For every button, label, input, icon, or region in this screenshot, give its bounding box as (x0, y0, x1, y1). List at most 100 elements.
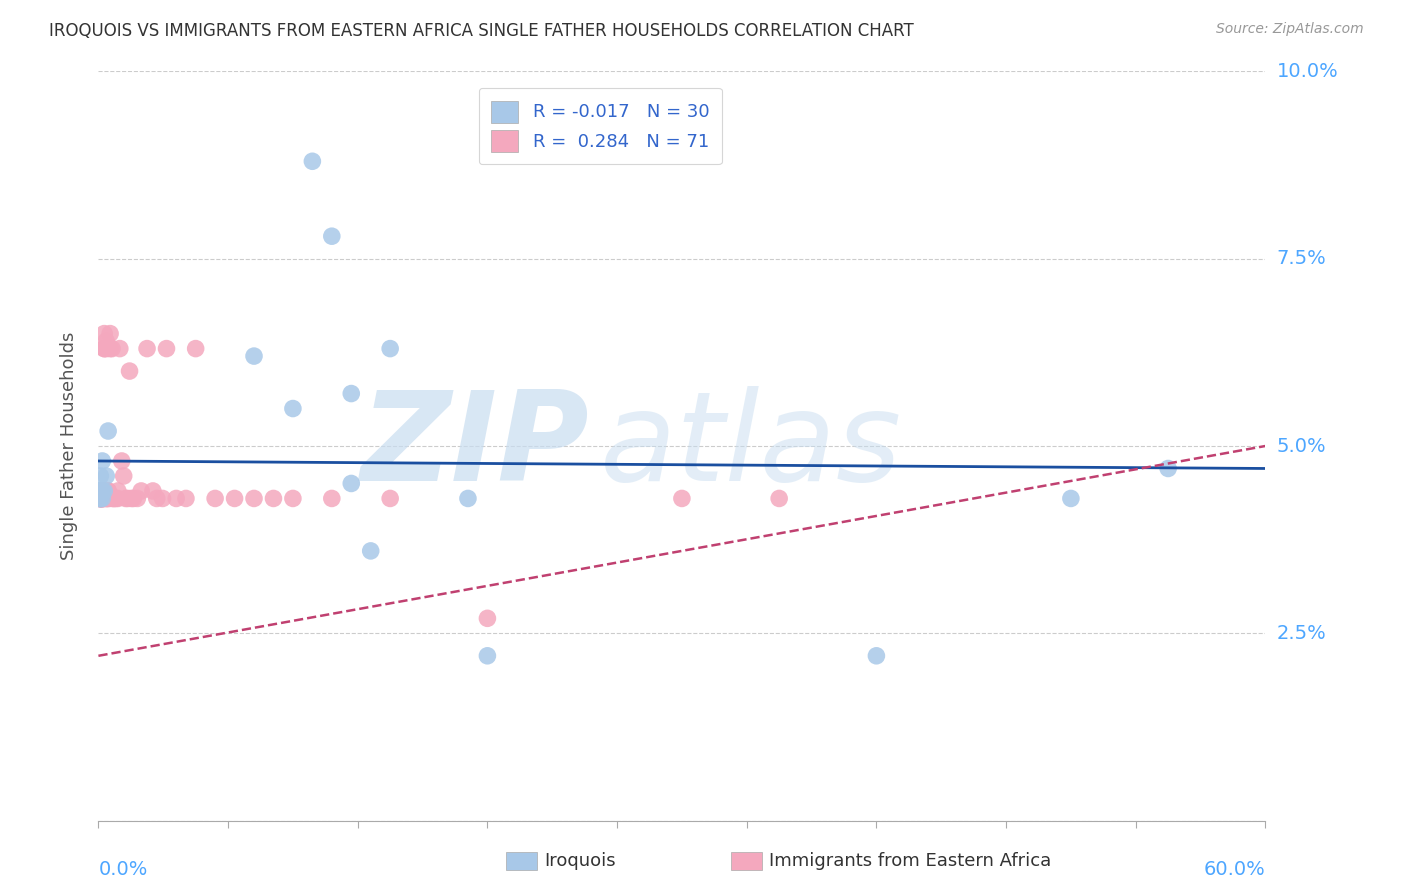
Point (1060, 491, 1083, 506)
Point (89, 491, 111, 506)
Point (122, 491, 145, 506)
Point (91, 491, 114, 506)
Point (97, 491, 120, 506)
Point (477, 611, 499, 625)
Point (93, 483, 115, 498)
Point (340, 476, 363, 491)
Point (91, 491, 114, 506)
Point (89, 491, 111, 506)
Text: 2.5%: 2.5% (1277, 624, 1326, 643)
Point (281, 401, 304, 416)
Point (671, 491, 693, 506)
Y-axis label: Single Father Households: Single Father Households (59, 332, 77, 560)
Point (184, 342, 207, 356)
Point (93, 326, 115, 341)
Text: 0.0%: 0.0% (98, 860, 148, 879)
Point (865, 648, 887, 663)
Point (380, 342, 402, 356)
Text: ZIP: ZIP (360, 385, 589, 507)
Point (118, 364, 141, 378)
Point (96, 491, 118, 506)
Text: 5.0%: 5.0% (1277, 436, 1326, 456)
Point (165, 491, 187, 506)
Point (127, 491, 149, 506)
Text: Iroquois: Iroquois (544, 852, 616, 870)
Point (97, 483, 120, 498)
Point (91, 491, 114, 506)
Point (204, 491, 226, 506)
Text: 10.0%: 10.0% (1277, 62, 1339, 81)
Point (129, 483, 152, 498)
Point (89, 491, 111, 506)
Point (89, 483, 111, 498)
Text: IROQUOIS VS IMMIGRANTS FROM EASTERN AFRICA SINGLE FATHER HOUSEHOLDS CORRELATION : IROQUOIS VS IMMIGRANTS FROM EASTERN AFRI… (49, 22, 914, 40)
Point (340, 386, 363, 401)
Point (117, 491, 139, 506)
Text: 60.0%: 60.0% (1204, 860, 1265, 879)
Point (97, 491, 120, 506)
Point (114, 491, 136, 506)
Point (89, 469, 111, 483)
Point (103, 491, 125, 506)
Point (457, 491, 479, 506)
Point (91, 491, 114, 506)
Point (243, 349, 266, 363)
Point (89, 483, 111, 498)
Point (89, 491, 111, 506)
Point (360, 544, 382, 558)
Point (224, 491, 246, 506)
Point (91, 483, 114, 498)
Text: Source: ZipAtlas.com: Source: ZipAtlas.com (1216, 22, 1364, 37)
Point (155, 342, 177, 356)
Point (107, 483, 129, 498)
Point (96, 342, 118, 356)
Point (301, 154, 323, 169)
Point (321, 229, 343, 244)
Point (97, 424, 120, 438)
Point (89, 491, 111, 506)
Point (89, 483, 111, 498)
Point (380, 491, 402, 506)
Point (91, 491, 114, 506)
Point (93, 342, 115, 356)
Point (98, 342, 121, 356)
Point (768, 491, 790, 506)
Legend: R = -0.017   N = 30, R =  0.284   N = 71: R = -0.017 N = 30, R = 0.284 N = 71 (478, 88, 721, 164)
Point (89, 491, 111, 506)
Point (89, 491, 111, 506)
Point (152, 491, 174, 506)
Point (98, 326, 121, 341)
Point (89, 483, 111, 498)
Text: Immigrants from Eastern Africa: Immigrants from Eastern Africa (769, 852, 1052, 870)
Text: 7.5%: 7.5% (1277, 249, 1326, 268)
Point (262, 491, 284, 506)
Point (142, 483, 165, 498)
Point (104, 491, 127, 506)
Point (89, 491, 111, 506)
Point (146, 491, 169, 506)
Point (91, 491, 114, 506)
Point (91, 491, 114, 506)
Point (96, 491, 118, 506)
Point (108, 342, 131, 356)
Point (121, 491, 143, 506)
Point (89, 483, 111, 498)
Point (136, 342, 159, 356)
Point (93, 483, 115, 498)
Point (93, 491, 115, 506)
Point (281, 491, 304, 506)
Point (477, 648, 499, 663)
Text: atlas: atlas (600, 385, 903, 507)
Point (91, 483, 114, 498)
Point (107, 491, 129, 506)
Point (112, 469, 135, 483)
Point (101, 342, 124, 356)
Point (89, 491, 111, 506)
Point (97, 483, 120, 498)
Point (243, 491, 266, 506)
Point (96, 334, 118, 348)
Point (174, 491, 197, 506)
Point (1157, 461, 1180, 475)
Point (93, 342, 115, 356)
Point (91, 454, 114, 468)
